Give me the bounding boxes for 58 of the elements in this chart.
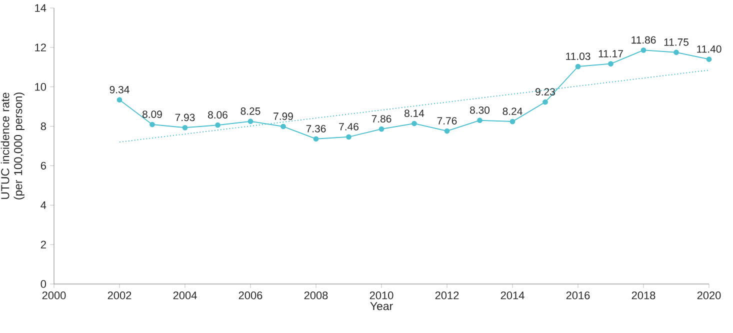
- point: [640, 47, 646, 53]
- point: [542, 99, 548, 105]
- y-tick-label: 2: [40, 240, 46, 248]
- point: [280, 124, 286, 130]
- data-label: 11.86: [632, 36, 656, 44]
- x-axis-title: Year: [370, 302, 393, 310]
- point: [444, 128, 450, 134]
- x-tick-label: 2000: [42, 292, 66, 300]
- x-tick-label: 2006: [238, 292, 262, 300]
- x-tick-label: 2018: [632, 292, 656, 300]
- point: [477, 118, 482, 124]
- data-label: 11.03: [566, 52, 590, 60]
- x-tick-label: 2012: [435, 292, 459, 300]
- y-tick-label: 8: [40, 122, 46, 130]
- point: [150, 122, 155, 128]
- data-label: 7.86: [372, 115, 392, 123]
- data-label: 11.40: [697, 45, 722, 53]
- point: [510, 118, 516, 124]
- x-tick-label: 2004: [173, 292, 197, 300]
- data-label: 7.46: [339, 123, 358, 130]
- data-label: 11.17: [598, 50, 623, 58]
- point: [346, 134, 352, 140]
- x-tick-label: 2016: [566, 292, 590, 300]
- y-tick-label: 0: [40, 280, 46, 288]
- data-label: 9.34: [110, 86, 130, 94]
- data-label: 8.14: [404, 110, 424, 118]
- point: [674, 50, 679, 56]
- y-tick-label: 4: [40, 201, 46, 209]
- data-label: 8.24: [502, 108, 522, 116]
- data-label: 7.76: [437, 117, 457, 124]
- point: [608, 61, 614, 66]
- point: [378, 126, 384, 132]
- y-tick-label: 14: [35, 4, 46, 12]
- x-tick-label: 2010: [370, 292, 394, 300]
- x-tick-label: 2008: [304, 292, 328, 300]
- point: [313, 136, 319, 142]
- data-label: 8.30: [470, 106, 490, 114]
- point: [412, 120, 417, 126]
- x-tick-label: 2014: [500, 292, 524, 300]
- point: [575, 64, 581, 70]
- data-label: 8.06: [208, 111, 228, 119]
- y-tick-label: 10: [35, 82, 46, 91]
- point: [706, 56, 712, 62]
- data-label: 7.99: [274, 112, 293, 120]
- point: [116, 97, 122, 103]
- point: [248, 118, 254, 124]
- data-label: 8.25: [240, 107, 260, 115]
- data-label: 11.75: [664, 38, 689, 46]
- x-tick-label: 2002: [108, 292, 132, 300]
- data-label: 7.36: [306, 124, 326, 132]
- point: [182, 124, 188, 130]
- data-label: 8.09: [142, 110, 162, 118]
- point: [215, 122, 220, 128]
- y-axis-title: UTUC incidence rate (per 100,000 person): [0, 92, 24, 200]
- y-tick-label: 6: [40, 162, 46, 170]
- data-label: 7.93: [175, 114, 195, 122]
- y-tick-label: 12: [35, 44, 46, 52]
- x-tick-label: 2020: [697, 292, 721, 300]
